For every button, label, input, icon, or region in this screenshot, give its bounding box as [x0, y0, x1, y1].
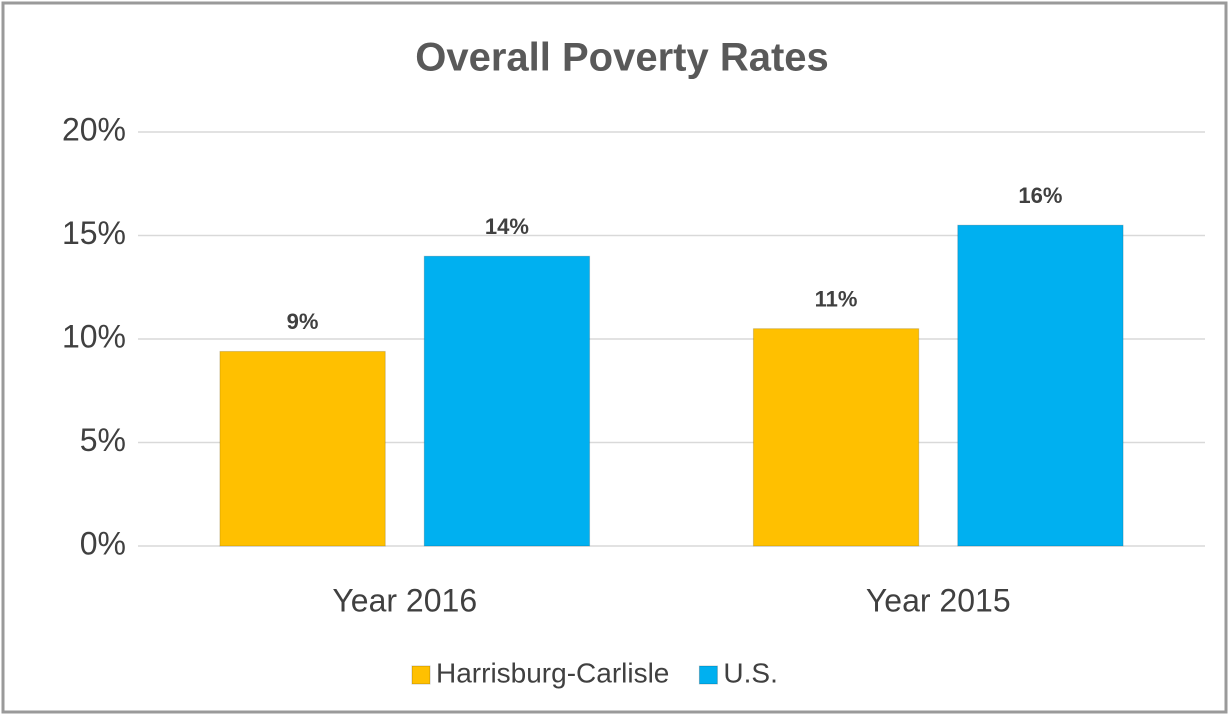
y-tick-label: 5% — [80, 422, 126, 458]
value-label: 9% — [287, 309, 319, 334]
y-tick-label: 20% — [62, 111, 126, 147]
y-tick-label: 0% — [80, 525, 126, 561]
legend-swatch — [411, 665, 431, 685]
y-tick-label: 15% — [62, 215, 126, 251]
x-tick-label: Year 2015 — [866, 582, 1011, 618]
legend-swatch — [698, 665, 718, 685]
bar — [423, 255, 591, 547]
legend-label: Harrisburg-Carlisle — [436, 657, 669, 688]
y-tick-label: 10% — [62, 318, 126, 354]
legend-label: U.S. — [723, 657, 777, 688]
x-tick-label: Year 2016 — [332, 582, 477, 618]
value-label: 11% — [815, 286, 858, 311]
chart-title: Overall Poverty Rates — [415, 36, 829, 80]
value-label: 16% — [1018, 183, 1062, 208]
bar — [957, 224, 1124, 547]
value-label: 14% — [485, 214, 529, 239]
bar — [219, 350, 386, 547]
bar — [752, 328, 920, 547]
